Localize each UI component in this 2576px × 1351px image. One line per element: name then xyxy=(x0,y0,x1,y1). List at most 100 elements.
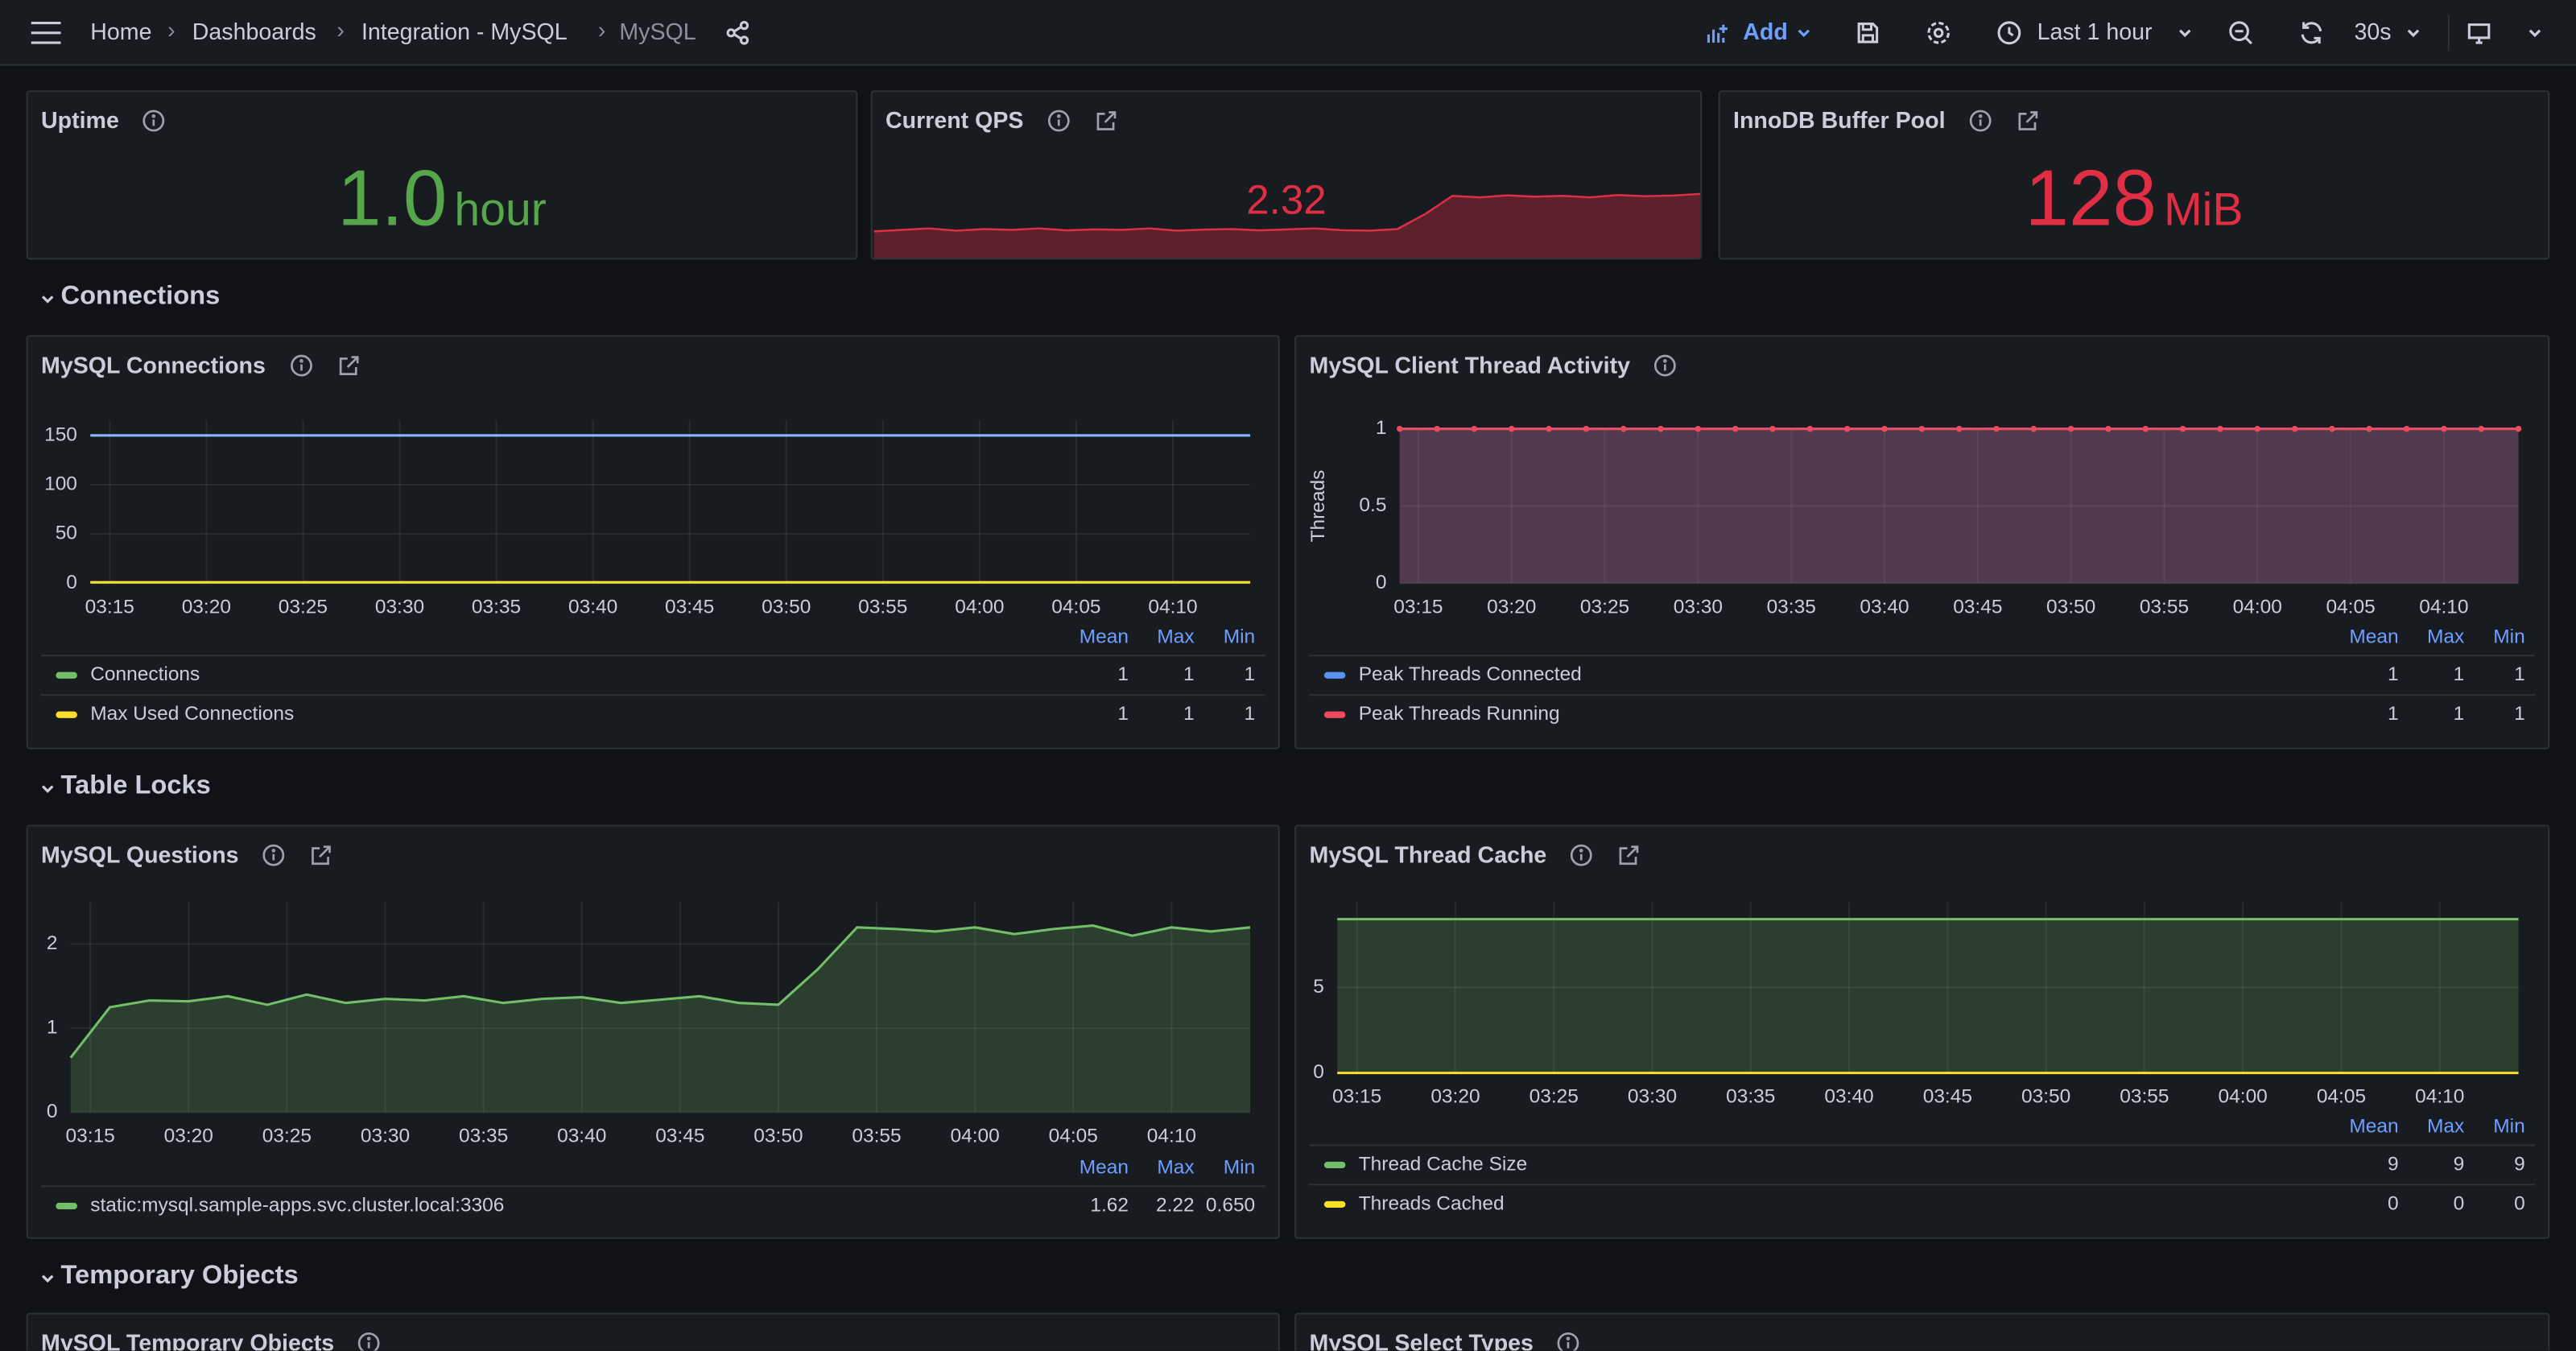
data-point xyxy=(1955,425,1963,432)
data-point xyxy=(1471,425,1478,432)
legend-header: Mean xyxy=(2349,626,2398,647)
panel-title: MySQL Questions xyxy=(41,841,239,868)
data-point xyxy=(1509,425,1515,432)
row-title[interactable]: Table Locks xyxy=(60,772,211,800)
panel-title: Uptime xyxy=(41,106,119,134)
graph-panel: MySQL Client Thread Activity 0 0.5 1 03:15 0… xyxy=(1294,335,2550,750)
menu-button[interactable] xyxy=(30,18,63,48)
panel-title: MySQL Connections xyxy=(41,351,266,378)
area-fill xyxy=(1337,919,2519,1073)
settings-button[interactable] xyxy=(1926,19,1952,46)
legend-value: 1 xyxy=(1183,703,1195,725)
row-title[interactable]: Temporary Objects xyxy=(60,1262,299,1291)
view-mode-button[interactable] xyxy=(2466,19,2492,46)
row-chevron[interactable] xyxy=(39,780,56,796)
x-tick-label: 03:20 xyxy=(1430,1086,1480,1108)
legend-value: 1 xyxy=(2388,703,2399,725)
add-icon xyxy=(1707,24,1728,43)
x-tick-label: 04:10 xyxy=(1148,597,1197,618)
row-chevron[interactable] xyxy=(39,1270,56,1287)
x-tick-label: 03:40 xyxy=(1860,597,1909,618)
y-axis-label: Threads xyxy=(1307,470,1329,543)
area-fill xyxy=(1399,428,2519,584)
link-icon[interactable] xyxy=(2016,108,2041,133)
x-tick-label: 03:55 xyxy=(852,1126,901,1147)
legend-header: Max xyxy=(2427,626,2464,647)
graph-panel: MySQL Thread Cache 0 5 03:15 03:20 03:25 03:3… xyxy=(1294,824,2550,1239)
breadcrumb[interactable]: Dashboards xyxy=(192,18,316,45)
info-icon[interactable] xyxy=(1968,108,1993,133)
data-point xyxy=(1769,425,1776,432)
legend-swatch xyxy=(1323,1161,1346,1169)
stat-value: 128 MiB xyxy=(1720,155,2549,245)
link-icon[interactable] xyxy=(336,353,361,378)
x-tick-label: 03:40 xyxy=(1824,1086,1873,1108)
link-icon[interactable] xyxy=(1617,842,1642,867)
data-point xyxy=(1583,425,1590,432)
link-icon[interactable] xyxy=(309,842,334,867)
link-icon[interactable] xyxy=(1094,108,1119,133)
clock-icon xyxy=(1997,21,2021,45)
sparkline xyxy=(873,192,1701,233)
x-tick-label: 04:10 xyxy=(1147,1126,1196,1147)
x-tick-label: 03:55 xyxy=(2120,1086,2169,1108)
refresh-button[interactable] xyxy=(2298,19,2325,46)
x-tick-label: 03:15 xyxy=(1393,597,1443,618)
legend-header: Mean xyxy=(1080,626,1129,647)
info-icon[interactable] xyxy=(142,108,167,133)
separator: › xyxy=(597,16,606,43)
legend-value: 1 xyxy=(1117,703,1129,725)
data-point xyxy=(1657,425,1664,432)
save-button[interactable] xyxy=(1855,19,1881,46)
divider xyxy=(2447,14,2450,52)
share-button[interactable] xyxy=(724,19,751,46)
legend-value: 1.62 xyxy=(1090,1194,1129,1216)
x-tick-label: 04:00 xyxy=(955,597,1004,618)
refresh-interval[interactable]: 30s xyxy=(2354,18,2392,45)
row-chevron[interactable] xyxy=(39,291,56,307)
time-range-picker[interactable]: Last 1 hour xyxy=(2037,18,2153,45)
legend-header: Max xyxy=(2427,1115,2464,1137)
legend-value: 1 xyxy=(1117,663,1129,685)
legend-header: Max xyxy=(1157,1156,1194,1178)
x-tick-label: 03:35 xyxy=(1767,597,1816,618)
panel-header: MySQL Questions xyxy=(41,840,334,870)
legend-value: 1 xyxy=(2514,703,2525,725)
chart: 0 5 03:15 03:20 03:25 03:30 03:35 03:40 03:45 03:… xyxy=(1309,902,2535,1214)
y-tick-label: 150 xyxy=(44,423,77,445)
info-icon[interactable] xyxy=(1046,108,1071,133)
info-icon[interactable] xyxy=(288,353,313,378)
breadcrumb[interactable]: Home xyxy=(90,18,152,45)
info-icon[interactable] xyxy=(1557,1330,1582,1351)
legend-value: 1 xyxy=(1245,703,1256,725)
x-tick-label: 03:45 xyxy=(655,1126,704,1147)
data-point xyxy=(1620,425,1627,432)
x-tick-label: 03:30 xyxy=(361,1126,410,1147)
zoom-out-button[interactable] xyxy=(2227,19,2254,46)
time-chevron xyxy=(2177,25,2193,41)
x-tick-label: 04:10 xyxy=(2419,597,2468,618)
data-point xyxy=(1732,425,1739,432)
info-icon[interactable] xyxy=(1653,353,1678,378)
data-point xyxy=(2515,425,2522,432)
breadcrumb[interactable]: Integration - MySQL xyxy=(361,18,568,45)
legend-swatch xyxy=(56,1202,77,1210)
row-title[interactable]: Connections xyxy=(60,283,221,311)
x-tick-label: 03:55 xyxy=(2140,597,2189,618)
data-point xyxy=(1695,425,1702,432)
info-icon[interactable] xyxy=(262,842,287,867)
legend-header: Mean xyxy=(1080,1156,1129,1178)
panel-header: MySQL Thread Cache xyxy=(1310,840,1642,870)
unit: hour xyxy=(454,184,547,235)
x-tick-label: 03:30 xyxy=(1628,1086,1677,1108)
add-button[interactable]: Add xyxy=(1743,18,1788,45)
data-point xyxy=(1881,425,1888,432)
info-icon[interactable] xyxy=(1570,842,1595,867)
sparkline xyxy=(873,192,1701,258)
x-tick-label: 03:50 xyxy=(2046,597,2095,618)
x-tick-label: 03:15 xyxy=(85,597,134,618)
info-icon[interactable] xyxy=(357,1330,382,1351)
series-line xyxy=(69,924,1251,1059)
legend-value: 9 xyxy=(2454,1153,2465,1175)
